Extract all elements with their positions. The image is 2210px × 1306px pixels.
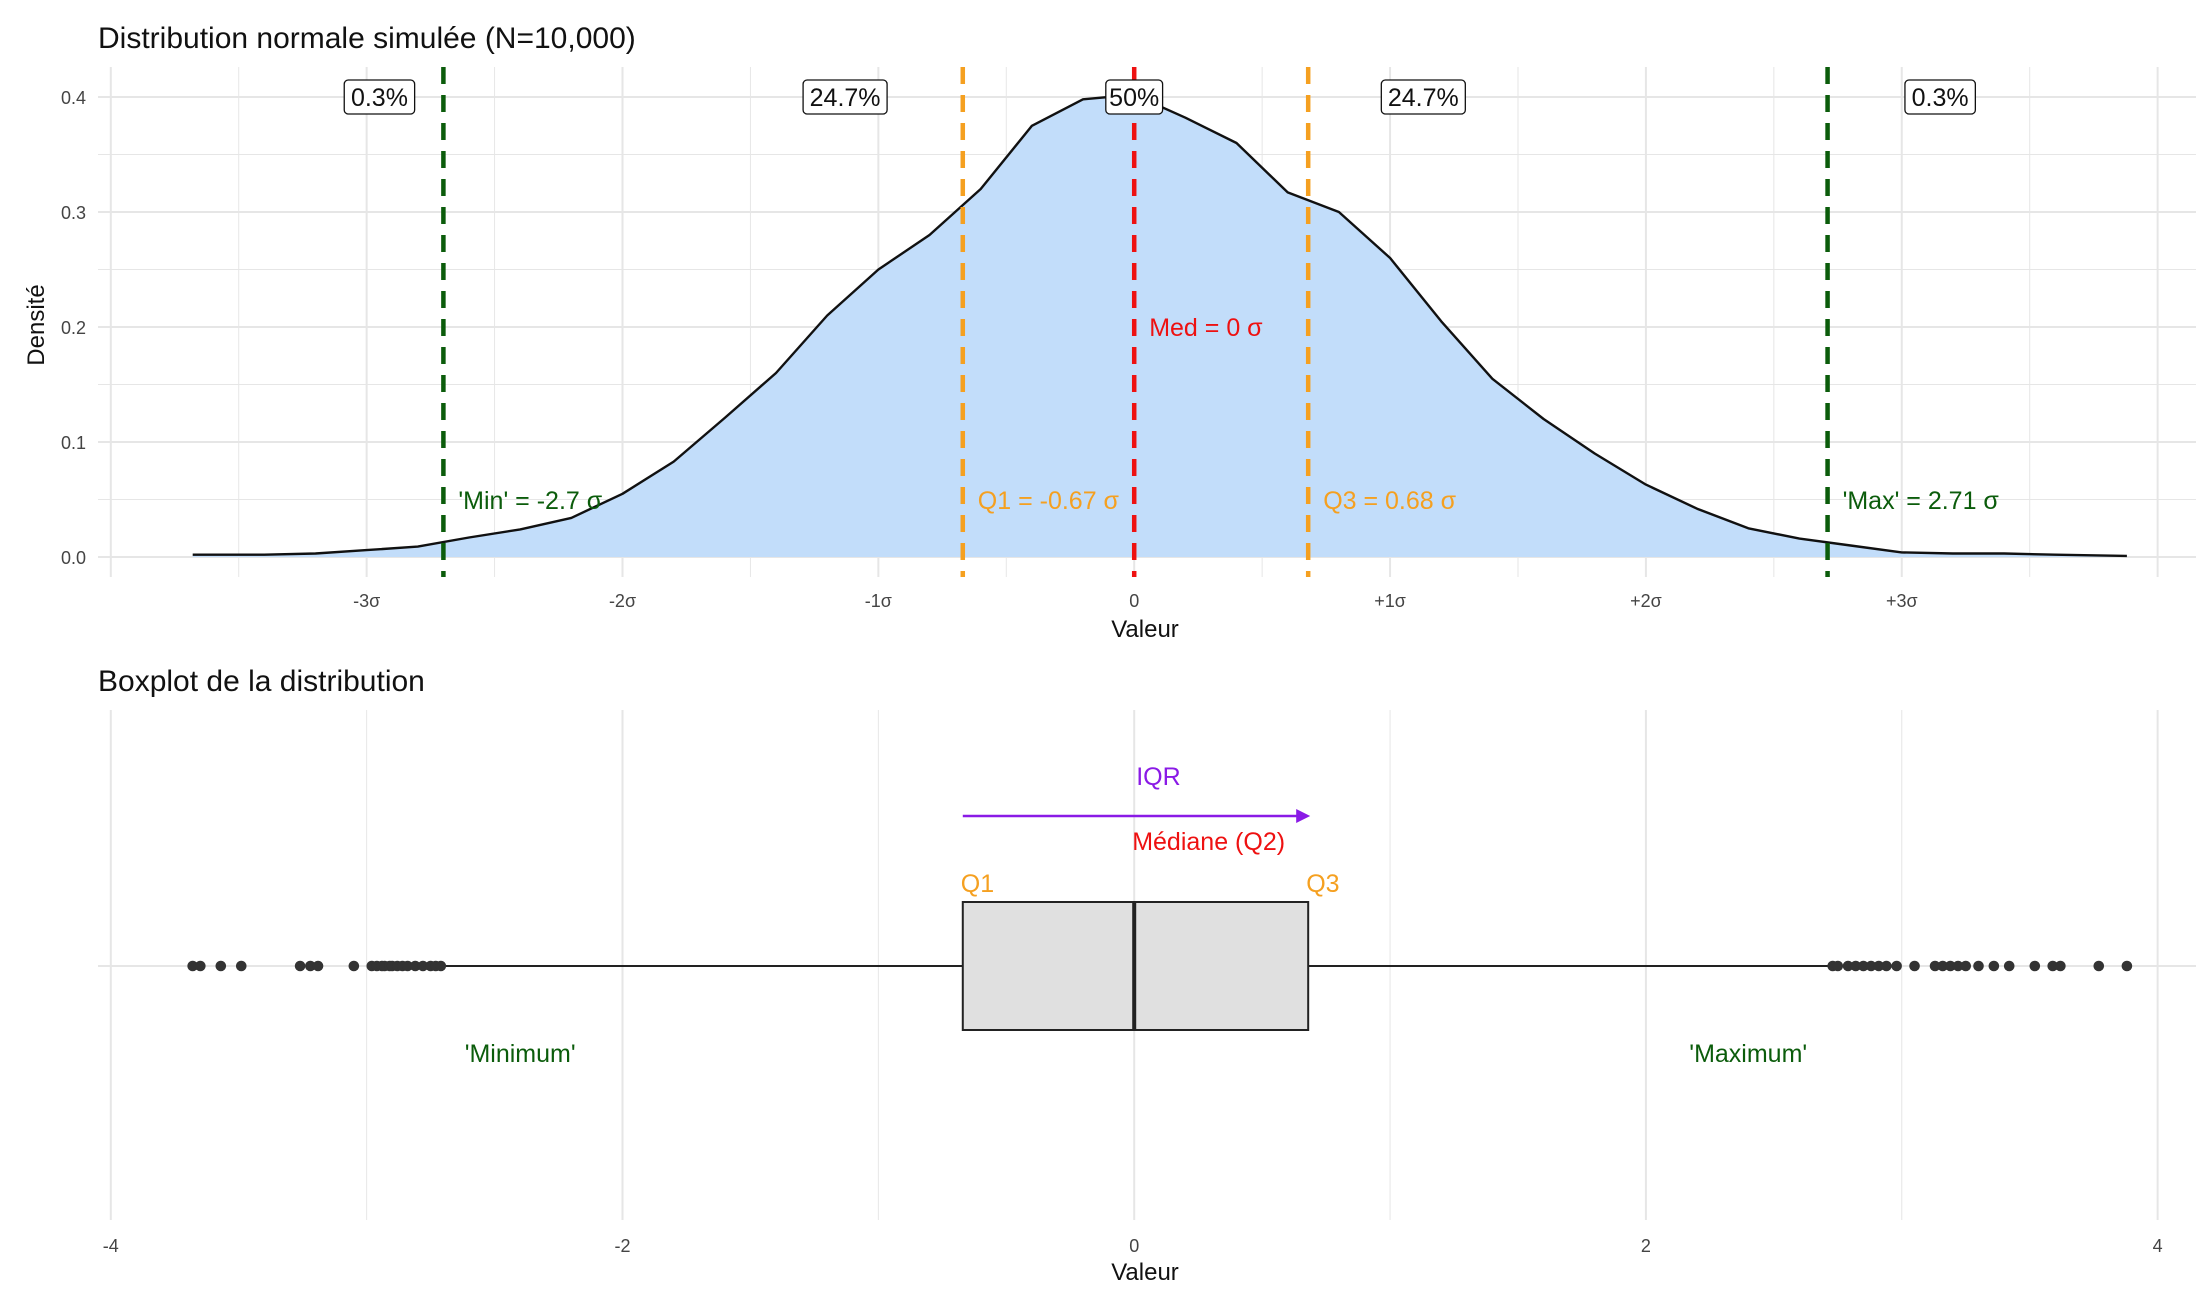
- outlier-point: [1891, 960, 1902, 972]
- density-x-tick-label: +1σ: [1374, 591, 1406, 611]
- outlier-point: [2121, 960, 2133, 972]
- outlier-point: [1973, 960, 1984, 972]
- outlier-point: [1960, 960, 1972, 972]
- outlier-point: [417, 960, 429, 972]
- outlier-point: [2047, 960, 2059, 972]
- outlier-point: [1909, 960, 1920, 972]
- percent-label: 0.3%: [351, 84, 408, 112]
- density-y-tick-label: 0.3: [61, 203, 86, 223]
- outlier-point: [1850, 960, 1862, 972]
- density-x-tick-label: +3σ: [1886, 591, 1918, 611]
- outlier-point: [2003, 960, 2015, 972]
- boxplot-x-tick-label: 4: [2153, 1236, 2163, 1256]
- outlier-point: [1945, 960, 1956, 972]
- vline-label-median: Med = 0 σ: [1149, 314, 1263, 342]
- outlier-point: [2093, 960, 2105, 972]
- outlier-point: [187, 960, 198, 972]
- outlier-point: [1832, 960, 1844, 972]
- density-x-tick-label: -3σ: [353, 591, 380, 611]
- outlier-point: [435, 960, 447, 972]
- density-area: [192, 94, 2127, 557]
- outlier-point: [1873, 960, 1885, 972]
- outlier-point: [409, 960, 421, 972]
- density-y-tick-label: 0.0: [61, 548, 86, 568]
- outlier-point: [312, 960, 324, 972]
- outlier-point: [2029, 960, 2041, 972]
- iqr-arrowhead: [1296, 809, 1311, 823]
- density-y-tick-label: 0.2: [61, 318, 86, 338]
- boxplot-x-tick-label: -2: [614, 1236, 630, 1256]
- percent-label: 50%: [1109, 84, 1159, 112]
- percent-label-box: [1105, 79, 1164, 115]
- vline-label-minmax: 'Min' = -2.7 σ: [458, 487, 602, 515]
- outlier-point: [1881, 960, 1892, 972]
- q3-annotation: Q3: [1306, 870, 1339, 898]
- outlier-point: [1952, 960, 1964, 972]
- outlier-point: [294, 960, 306, 972]
- percent-label: 0.3%: [1912, 84, 1969, 112]
- density-x-tick-label: -1σ: [865, 591, 892, 611]
- density-y-tick-label: 0.1: [61, 433, 86, 453]
- outlier-point: [2055, 960, 2066, 972]
- outlier-point: [1929, 960, 1941, 972]
- vline-label-quartile: Q1 = -0.67 σ: [978, 487, 1120, 515]
- outlier-point: [235, 960, 247, 972]
- boxplot-x-tick-label: 0: [1129, 1236, 1139, 1256]
- percent-label: 24.7%: [810, 84, 881, 112]
- minimum-annotation: 'Minimum': [465, 1040, 576, 1068]
- outlier-point: [402, 960, 413, 972]
- median-annotation: Médiane (Q2): [1132, 828, 1285, 856]
- outlier-point: [1865, 960, 1877, 972]
- outlier-point: [195, 960, 206, 972]
- percent-label: 24.7%: [1388, 84, 1459, 112]
- outlier-point: [1988, 960, 2000, 972]
- outlier-point: [305, 960, 316, 972]
- boxplot-title: Boxplot de la distribution: [98, 665, 425, 698]
- iqr-label: IQR: [1136, 763, 1180, 791]
- boxplot-x-tick-label: 2: [1641, 1236, 1651, 1256]
- percent-label-box: [802, 79, 888, 115]
- outlier-point: [215, 960, 227, 972]
- boxplot-x-tick-label: -4: [103, 1236, 119, 1256]
- percent-label-box: [1380, 79, 1466, 115]
- percent-label-box: [1904, 79, 1976, 115]
- outlier-point: [1858, 960, 1869, 972]
- outlier-point: [1842, 960, 1854, 972]
- q1-annotation: Q1: [961, 870, 994, 898]
- density-plot-title: Distribution normale simulée (N=10,000): [98, 22, 636, 55]
- outlier-point: [1937, 960, 1949, 972]
- percent-label-box: [343, 79, 416, 115]
- density-x-axis-label: Valeur: [1111, 616, 1179, 643]
- maximum-annotation: 'Maximum': [1689, 1040, 1807, 1068]
- density-plot-panel: 'Min' = -2.7 σ Q1 = -0.67 σ Med = 0 σ Q3 = …: [61, 67, 2196, 611]
- vline-label-quartile: Q3 = 0.68 σ: [1323, 487, 1456, 515]
- outlier-point: [348, 960, 360, 972]
- density-y-axis-label: Densité: [23, 284, 50, 365]
- density-x-tick-label: 0: [1129, 591, 1139, 611]
- density-x-tick-label: -2σ: [609, 591, 636, 611]
- boxplot-x-axis-label: Valeur: [1111, 1259, 1179, 1286]
- boxplot-panel: IQR Médiane (Q2) Q1 Q3 'Minimum' 'Maximum' -4 -…: [98, 710, 2196, 1256]
- vline-label-minmax: 'Max' = 2.71 σ: [1843, 487, 2000, 515]
- density-x-tick-label: +2σ: [1630, 591, 1662, 611]
- density-y-tick-label: 0.4: [61, 88, 86, 108]
